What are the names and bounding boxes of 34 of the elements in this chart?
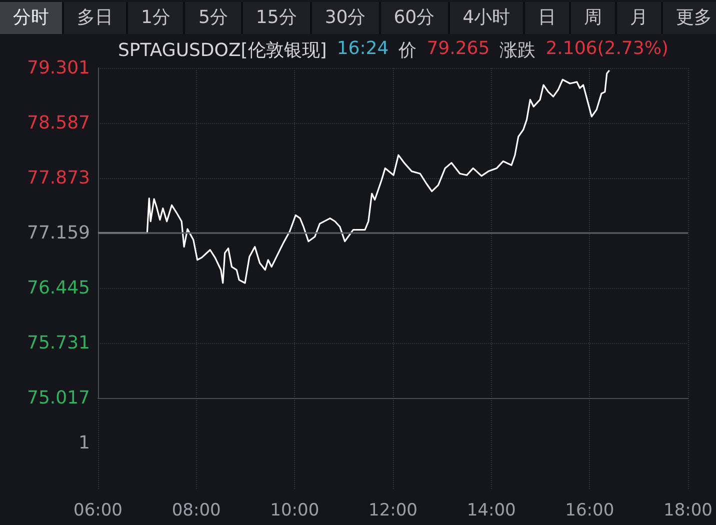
text: 1 <box>78 432 90 454</box>
x-tick-label: 10:00 <box>270 500 320 520</box>
line-series <box>97 70 610 284</box>
chart-title: SPTAGUSDOZ[伦敦银现] <box>118 39 327 62</box>
tab-button: 月 <box>617 2 664 34</box>
x-tick-label: 16:00 <box>565 500 614 520</box>
text: 79.265 <box>426 38 490 61</box>
y-tick-label: 77.873 <box>27 168 90 188</box>
tab-button: 分时 <box>0 2 64 34</box>
y-tick-label: 78.587 <box>27 112 90 134</box>
x-tick-label: 12:00 <box>368 500 418 520</box>
x-tick-label: 08:00 <box>172 500 221 520</box>
tab-button: 多日 <box>64 2 128 34</box>
tab-button: 4小时 <box>450 2 526 34</box>
text: 16:24 <box>336 38 389 61</box>
y-tick-label: 79.301 <box>27 58 90 78</box>
tab-button: 周 <box>571 2 618 34</box>
y-tick-label: 75.731 <box>27 332 90 354</box>
x-tick-label: 06:00 <box>74 500 122 520</box>
tab-button: 更多 <box>663 2 716 34</box>
tab-button: 日 <box>525 2 572 34</box>
text: 价 <box>398 39 417 62</box>
tab-button: 15分 <box>242 2 312 34</box>
tab-button: 60分 <box>380 2 450 34</box>
tab-button: 1分 <box>128 2 186 34</box>
tab-button: 30分 <box>312 2 381 34</box>
y-tick-label: 75.017 <box>27 388 90 408</box>
x-tick-label: 18:00 <box>664 500 712 520</box>
tab-button: 5分 <box>185 2 243 34</box>
text: 2.106(2.73%) <box>546 38 668 61</box>
y-tick-label: 77.159 <box>27 222 90 244</box>
y-tick-label: 76.445 <box>27 278 90 298</box>
x-tick-label: 14:00 <box>466 500 516 520</box>
text: 涨跌 <box>500 39 536 62</box>
